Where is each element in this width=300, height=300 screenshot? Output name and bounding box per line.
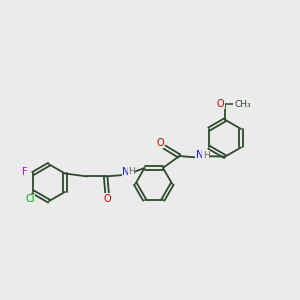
Text: O: O <box>217 99 224 109</box>
Text: O: O <box>104 194 112 204</box>
Text: F: F <box>22 167 28 177</box>
Text: N: N <box>196 150 204 160</box>
Text: N: N <box>122 167 130 177</box>
Text: H: H <box>203 151 209 160</box>
Text: CH₃: CH₃ <box>234 100 251 109</box>
Text: H: H <box>128 167 135 176</box>
Text: Cl: Cl <box>25 194 35 204</box>
Text: O: O <box>156 138 164 148</box>
